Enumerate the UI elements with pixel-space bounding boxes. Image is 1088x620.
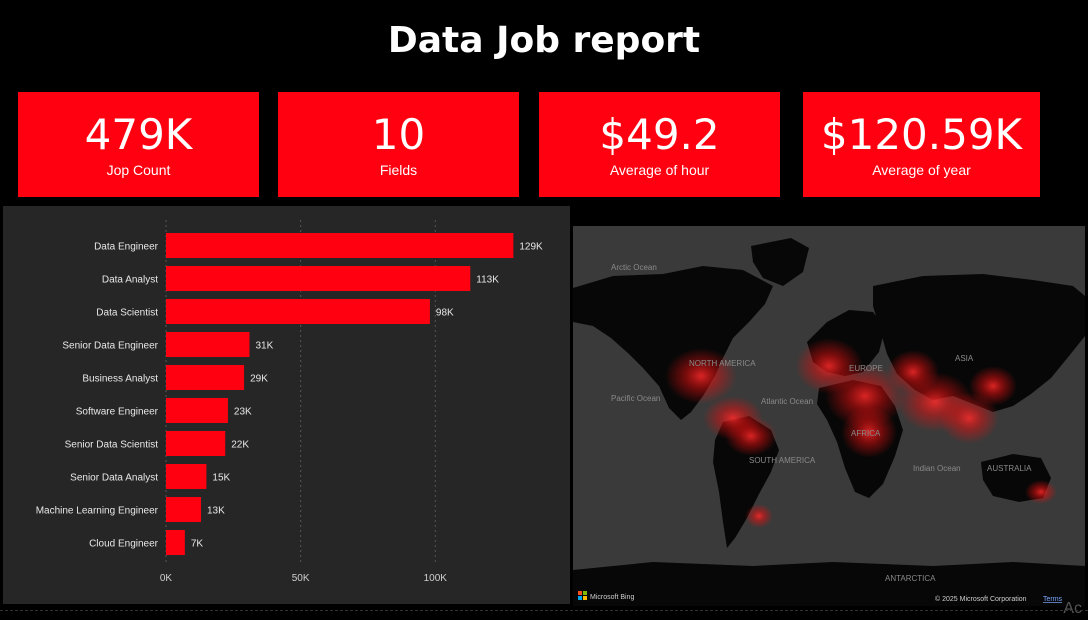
bar[interactable] bbox=[166, 299, 430, 324]
kpi-value: $120.59K bbox=[820, 109, 1023, 159]
map-label-south-america: SOUTH AMERICA bbox=[749, 456, 816, 465]
report-title: Data Job report bbox=[387, 20, 701, 61]
category-label: Data Analyst bbox=[102, 275, 158, 286]
map-label-antarctica: ANTARCTICA bbox=[885, 574, 936, 583]
x-tick-label: 50K bbox=[292, 573, 310, 584]
map-footer: Microsoft Bing © 2025 Microsoft Corporat… bbox=[578, 591, 1063, 603]
category-label: Machine Learning Engineer bbox=[36, 506, 159, 517]
bar[interactable] bbox=[166, 233, 514, 258]
activate-watermark: Ac bbox=[1063, 600, 1082, 617]
category-label: Senior Data Analyst bbox=[70, 473, 158, 484]
map-brand: Microsoft Bing bbox=[590, 594, 634, 601]
kpi-value: $49.2 bbox=[599, 109, 720, 159]
bar-value-label: 15K bbox=[212, 473, 230, 484]
job-title-bar-chart[interactable]: 0K 50K 100K Data Engineer 129K Data Analyst 11… bbox=[3, 206, 570, 604]
bar-value-label: 29K bbox=[250, 374, 268, 385]
map-labels: Arctic Ocean NORTH AMERICA EUROPE ASIA P… bbox=[611, 263, 1032, 583]
category-label: Business Analyst bbox=[82, 374, 158, 385]
job-density-heat bbox=[665, 338, 1057, 528]
map-label-arctic-ocean: Arctic Ocean bbox=[611, 263, 657, 272]
greenland-land bbox=[751, 238, 809, 286]
kpi-card-average-year[interactable]: $120.59K Average of year bbox=[803, 92, 1040, 197]
map-label-indian-ocean: Indian Ocean bbox=[913, 464, 961, 473]
kpi-label: Fields bbox=[379, 161, 418, 178]
bar-value-label: 13K bbox=[207, 506, 225, 517]
map-label-asia: ASIA bbox=[955, 354, 974, 363]
category-label: Data Engineer bbox=[94, 242, 159, 253]
bar-value-label: 22K bbox=[231, 440, 249, 451]
kpi-card-average-hour[interactable]: $49.2 Average of hour bbox=[539, 92, 780, 197]
map-label-north-america: NORTH AMERICA bbox=[689, 359, 756, 368]
map-label-africa: AFRICA bbox=[851, 429, 881, 438]
category-label: Data Scientist bbox=[96, 308, 158, 319]
category-label: Software Engineer bbox=[76, 407, 159, 418]
category-label: Senior Data Engineer bbox=[62, 341, 158, 352]
map-label-europe: EUROPE bbox=[849, 364, 883, 373]
kpi-label: Average of year bbox=[872, 161, 971, 178]
kpi-label: Average of hour bbox=[609, 161, 710, 178]
bar[interactable] bbox=[166, 497, 202, 522]
north-america-land bbox=[573, 266, 773, 420]
bar[interactable] bbox=[166, 431, 226, 456]
x-tick-label: 0K bbox=[160, 573, 173, 584]
map-copyright: © 2025 Microsoft Corporation bbox=[935, 595, 1027, 603]
bar-value-label: 113K bbox=[476, 275, 499, 286]
map-label-pacific-ocean: Pacific Ocean bbox=[611, 394, 660, 403]
kpi-card-job-count[interactable]: 479K Jop Count bbox=[18, 92, 259, 197]
bar[interactable] bbox=[166, 464, 207, 489]
bar-chart-svg: 0K 50K 100K Data Engineer 129K Data Analyst 11… bbox=[36, 220, 543, 584]
bottom-divider bbox=[0, 610, 1088, 611]
bar-value-label: 31K bbox=[255, 341, 273, 352]
kpi-value: 479K bbox=[84, 109, 193, 159]
kpi-label: Jop Count bbox=[106, 161, 171, 178]
map-terms-link[interactable]: Terms bbox=[1043, 596, 1063, 603]
bar[interactable] bbox=[166, 332, 250, 357]
bar[interactable] bbox=[166, 365, 245, 390]
bar-value-label: 129K bbox=[519, 242, 543, 253]
map-label-australia: AUSTRALIA bbox=[987, 464, 1032, 473]
map-label-atlantic-ocean: Atlantic Ocean bbox=[761, 397, 813, 406]
kpi-value: 10 bbox=[371, 109, 426, 159]
bar-value-label: 23K bbox=[234, 407, 252, 418]
x-tick-label: 100K bbox=[424, 573, 448, 584]
kpi-card-fields[interactable]: 10 Fields bbox=[278, 92, 519, 197]
bar-value-label: 7K bbox=[191, 539, 204, 550]
bar[interactable] bbox=[166, 266, 471, 291]
category-label: Cloud Engineer bbox=[89, 539, 159, 550]
bar-value-label: 98K bbox=[436, 308, 454, 319]
category-label: Senior Data Scientist bbox=[65, 440, 159, 451]
job-location-map[interactable]: Arctic Ocean NORTH AMERICA EUROPE ASIA P… bbox=[573, 226, 1085, 606]
world-map-svg: Arctic Ocean NORTH AMERICA EUROPE ASIA P… bbox=[573, 226, 1085, 606]
bar[interactable] bbox=[166, 398, 228, 423]
bar[interactable] bbox=[166, 530, 185, 555]
antarctica-land bbox=[573, 562, 1085, 606]
